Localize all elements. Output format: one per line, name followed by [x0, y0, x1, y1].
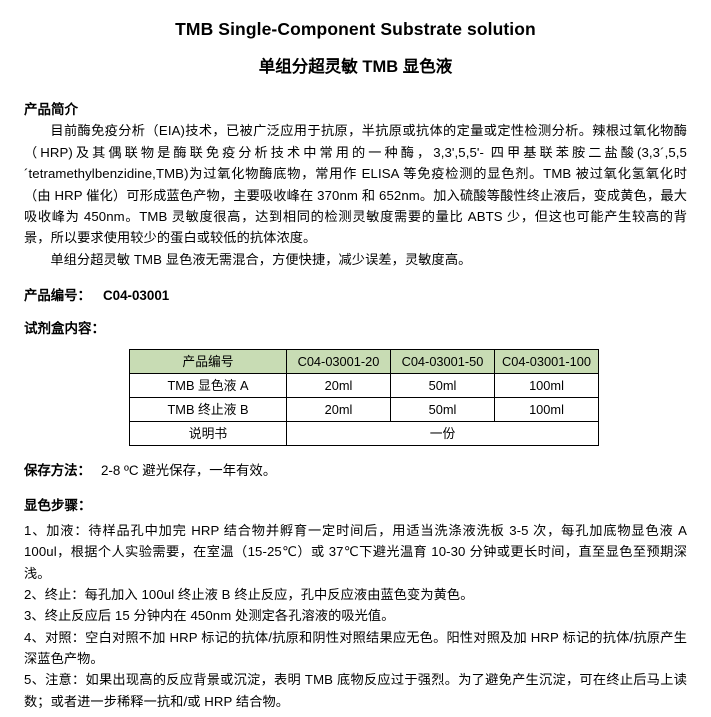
document-title-english: TMB Single-Component Substrate solution: [175, 19, 536, 39]
section-heading-kit-contents: 试剂盒内容：: [24, 321, 105, 337]
product-code-value: C04-03001: [102, 288, 170, 304]
document-title-chinese: 单组分超灵敏 TMB 显色液: [258, 57, 453, 76]
table-cell-volume: 100ml: [494, 373, 599, 399]
section-heading-steps: 显色步骤：: [24, 497, 92, 513]
table-header-cell-size-100: C04-03001-100: [494, 349, 599, 375]
step-item: 3、终止反应后 15 分钟内在 450nm 处测定各孔溶液的吸光值。: [24, 608, 395, 624]
table-cell-volume: 100ml: [494, 397, 599, 423]
product-code-label: 产品编号：: [24, 288, 91, 304]
product-code-line: 产品编号： C04-03001: [24, 270, 687, 306]
storage-label: 保存方法：: [24, 463, 91, 479]
table-header-cell-size-20: C04-03001-20: [286, 349, 391, 375]
table-cell-volume-merged: 一份: [286, 421, 599, 447]
kit-table-header: 产品编号 C04-03001-20 C04-03001-50 C04-03001…: [129, 349, 599, 375]
table-header-cell-size-50: C04-03001-50: [390, 349, 495, 375]
intro-paragraph-1: 目前酶免疫分析（EIA)技术，已被广泛应用于抗原，半抗原或抗体的定量或定性检测分…: [24, 123, 687, 246]
table-header-row: 产品编号 C04-03001-20 C04-03001-50 C04-03001…: [129, 349, 599, 375]
section-heading-introduction: 产品简介: [24, 102, 78, 118]
intro-paragraph-2: 单组分超灵敏 TMB 显色液无需混合，方便快捷，减少误差，灵敏度高。: [50, 251, 472, 267]
table-cell-volume: 20ml: [286, 397, 391, 423]
table-row: 说明书 一份: [129, 421, 599, 447]
step-item: 4、对照：空白对照不加 HRP 标记的抗体/抗原和阴性对照结果应无色。阳性对照及…: [24, 629, 687, 667]
table-header-cell-name: 产品编号: [129, 349, 287, 375]
storage-value: 2-8 ºC 避光保存，一年有效。: [100, 463, 277, 479]
table-cell-volume: 20ml: [286, 373, 391, 399]
table-cell-item-name: TMB 终止液 B: [129, 397, 287, 423]
kit-contents-table-wrapper: 产品编号 C04-03001-20 C04-03001-50 C04-03001…: [24, 339, 687, 447]
storage-line: 保存方法： 2-8 ºC 避光保存，一年有效。: [24, 446, 687, 481]
step-item: 5、注意：如果出现高的反应背景或沉淀，表明 TMB 底物反应过于强烈。为了避免产…: [24, 672, 687, 709]
table-cell-item-name: 说明书: [129, 421, 287, 447]
step-item: 2、终止：每孔加入 100ul 终止液 B 终止反应，孔中反应液由蓝色变为黄色。: [24, 586, 474, 602]
table-row: TMB 显色液 A 20ml 50ml 100ml: [129, 373, 599, 399]
kit-contents-table: 产品编号 C04-03001-20 C04-03001-50 C04-03001…: [129, 349, 599, 447]
steps-list: 1、加液：待样品孔中加完 HRP 结合物并孵育一定时间后，用适当洗涤液洗板 3-…: [24, 516, 687, 712]
kit-table-body: TMB 显色液 A 20ml 50ml 100ml TMB 终止液 B 20ml…: [129, 373, 599, 447]
table-row: TMB 终止液 B 20ml 50ml 100ml: [129, 397, 599, 423]
table-cell-volume: 50ml: [390, 397, 495, 423]
table-cell-volume: 50ml: [390, 373, 495, 399]
step-item: 1、加液：待样品孔中加完 HRP 结合物并孵育一定时间后，用适当洗涤液洗板 3-…: [24, 522, 687, 581]
table-cell-item-name: TMB 显色液 A: [129, 373, 287, 399]
